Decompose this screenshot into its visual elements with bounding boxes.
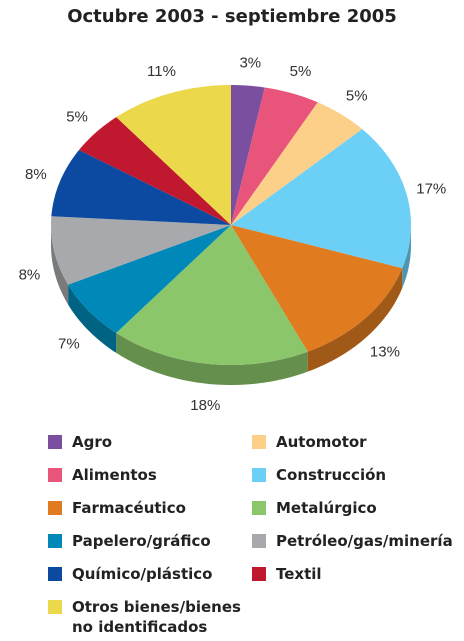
legend-item: Químico/plástico <box>48 564 248 584</box>
legend-item: Automotor <box>252 432 452 452</box>
legend-label: Metalúrgico <box>276 499 377 517</box>
legend-label: Petróleo/gas/minería <box>276 532 453 550</box>
data-label: 13% <box>370 343 400 360</box>
slice <box>231 85 265 225</box>
legend-swatch <box>252 468 266 482</box>
slice-side <box>68 284 117 353</box>
legend-item: Otros bienes/bienes no identificados <box>48 597 248 637</box>
legend-item: Construcción <box>252 465 452 485</box>
slice <box>116 225 308 365</box>
legend-swatch <box>48 501 62 515</box>
slice-side <box>402 225 411 289</box>
data-label: 5% <box>66 109 88 126</box>
slice <box>231 225 403 352</box>
legend-item: Alimentos <box>48 465 248 485</box>
legend-item: Metalúrgico <box>252 498 452 518</box>
slice <box>51 216 231 285</box>
legend-swatch <box>252 534 266 548</box>
legend-label: Químico/plástico <box>72 565 213 583</box>
slice <box>116 85 231 225</box>
legend-swatch <box>48 435 62 449</box>
slice <box>79 117 232 225</box>
slice <box>231 129 411 269</box>
legend-swatch <box>48 600 62 614</box>
data-label: 18% <box>190 397 220 414</box>
legend-label: Automotor <box>276 433 367 451</box>
slice <box>231 102 363 225</box>
legend-swatch <box>48 534 62 548</box>
chart-title: Octubre 2003 - septiembre 2005 <box>67 6 397 27</box>
slice-side <box>307 268 403 372</box>
legend-label: Agro <box>72 433 113 451</box>
data-label: 7% <box>58 336 80 353</box>
legend-item: Petróleo/gas/minería <box>252 531 453 551</box>
data-label: 8% <box>25 166 47 183</box>
slice <box>68 225 231 333</box>
legend-label: Papelero/gráfico <box>72 532 211 550</box>
legend-item: Farmacéutico <box>48 498 248 518</box>
slice <box>231 87 318 225</box>
legend-swatch <box>48 468 62 482</box>
data-label: 5% <box>346 88 368 105</box>
data-label: 3% <box>239 54 261 71</box>
legend-label: Construcción <box>276 466 387 484</box>
slice-side <box>51 225 69 305</box>
legend-label: Otros bienes/bienes no identificados <box>72 598 241 636</box>
legend-swatch <box>252 435 266 449</box>
slice <box>51 149 231 225</box>
legend-item: Textil <box>252 564 452 584</box>
data-label: 5% <box>290 63 312 80</box>
legend-label: Farmacéutico <box>72 499 186 517</box>
legend-item: Papelero/gráfico <box>48 531 248 551</box>
data-label: 11% <box>147 63 176 80</box>
legend-label: Textil <box>276 565 322 583</box>
legend-swatch <box>252 501 266 515</box>
slice-side <box>116 332 308 385</box>
legend-item: Agro <box>48 432 248 452</box>
legend-swatch <box>48 567 62 581</box>
legend-swatch <box>252 567 266 581</box>
data-label: 17% <box>416 181 446 198</box>
legend-label: Alimentos <box>72 466 157 484</box>
data-label: 8% <box>19 266 41 283</box>
